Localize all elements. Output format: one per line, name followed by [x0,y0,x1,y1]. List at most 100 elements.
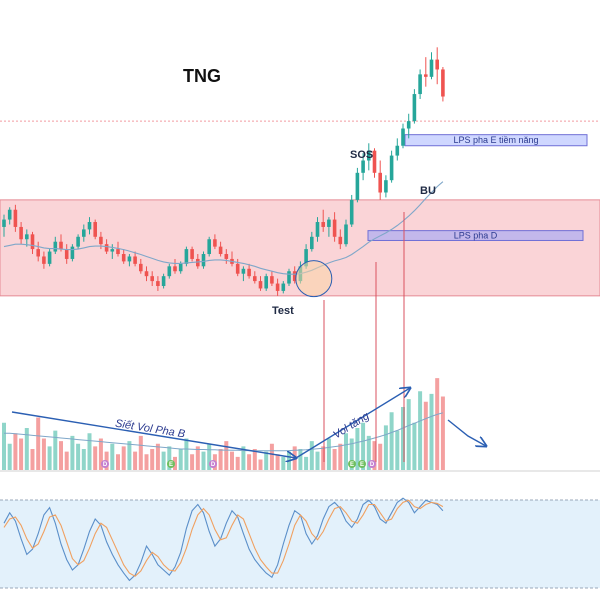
volume-bar [110,443,115,470]
candle-body [184,249,189,264]
squeeze-volume-label: Siết Vol Pha B [114,418,186,441]
candle-body [264,276,268,289]
volume-bar [401,407,405,470]
candle-body [372,150,377,173]
candle-body [338,236,343,245]
volume-bar [412,422,417,470]
candle-body [412,94,417,122]
volume-bar [116,454,120,470]
candle-body [36,249,40,257]
candle-body [435,59,439,70]
candle-body [315,222,320,237]
volume-bar [344,433,348,470]
continuation-arrow [447,419,486,446]
volume-bar [355,428,360,470]
candle-body [224,254,229,259]
event-marker [209,460,217,468]
event-marker [167,460,175,468]
volume-bar [429,393,434,470]
volume-bar [332,449,337,470]
candle-body [395,145,400,156]
volume-bar [167,446,172,470]
volume-bar [36,417,41,470]
volume-bar [127,441,132,470]
volume-bar [321,446,326,470]
candle-body [104,244,109,252]
event-marker [358,460,366,468]
candle-body [378,172,382,193]
volume-bar [76,443,81,470]
candle-body [406,121,411,129]
volume-bar [173,456,177,470]
candle-body [116,249,120,255]
volume-bar [230,451,234,470]
candle-body [156,281,160,287]
candle-body [344,224,348,245]
candle-body [253,276,257,282]
candle-body [389,155,394,181]
volume-bar [144,454,149,470]
volume-bar [178,449,183,470]
volume-bar [269,443,274,470]
volume-bar [218,449,223,470]
volume-bar [2,422,6,470]
candle-body [42,256,46,264]
price-ma-line [3,181,444,275]
volume-bar [224,441,229,470]
volume-bar [98,438,103,470]
volume-bar [19,438,24,470]
candle-body [429,59,434,77]
volume-bar [298,449,303,470]
candle-body [87,222,92,230]
candle-body [235,263,240,274]
sos-label: SOS [350,149,373,161]
zone-label: LPS pha D [454,231,498,241]
event-marker [348,460,356,468]
candle-body [53,241,58,252]
candle-body [150,276,154,282]
candle-body [133,256,137,264]
candle-body [275,283,280,291]
volume-bar [275,454,280,470]
volume-bar [418,391,423,470]
oscillator-band [0,500,600,588]
volume-bar [59,441,63,470]
rising-volume-label: Vol tăng [331,410,372,442]
volume-bar [309,441,314,470]
candle-body [139,263,143,272]
candle-body [258,281,263,289]
candle-body [287,271,291,284]
volume-bar [93,446,98,470]
volume-bar [372,441,377,470]
zones-layer: LPS pha D LPS pha E tiềm năng [0,120,600,297]
event-marker-letter: D [370,462,375,468]
volume-bar [24,428,29,470]
volume-bar [247,454,252,470]
volume-bar [201,451,206,470]
squeeze-volume-arrow [11,411,296,458]
event-marker-letter: E [169,462,173,468]
candle-body [178,263,183,272]
volume-bar [383,425,388,470]
candle-body [47,251,52,264]
volume-bar [423,401,428,470]
volume-bar [121,446,126,470]
volume-bar [207,443,212,470]
candle-body [401,128,405,146]
volume-bar [435,378,440,470]
volume-bar [349,438,354,470]
candle-body [19,226,23,240]
candle-body [418,74,422,95]
rising-volume-arrow [295,388,410,459]
candle-body [13,209,18,227]
moving-average-layer [3,181,444,298]
candle-body [384,180,388,193]
volume-bar [304,456,309,470]
candle-body [25,234,29,240]
volume-bar [30,449,35,470]
candle-body [361,160,365,173]
zone-label: LPS pha E tiềm năng [453,135,538,145]
candle-body [321,222,325,227]
candle-body [218,246,223,255]
